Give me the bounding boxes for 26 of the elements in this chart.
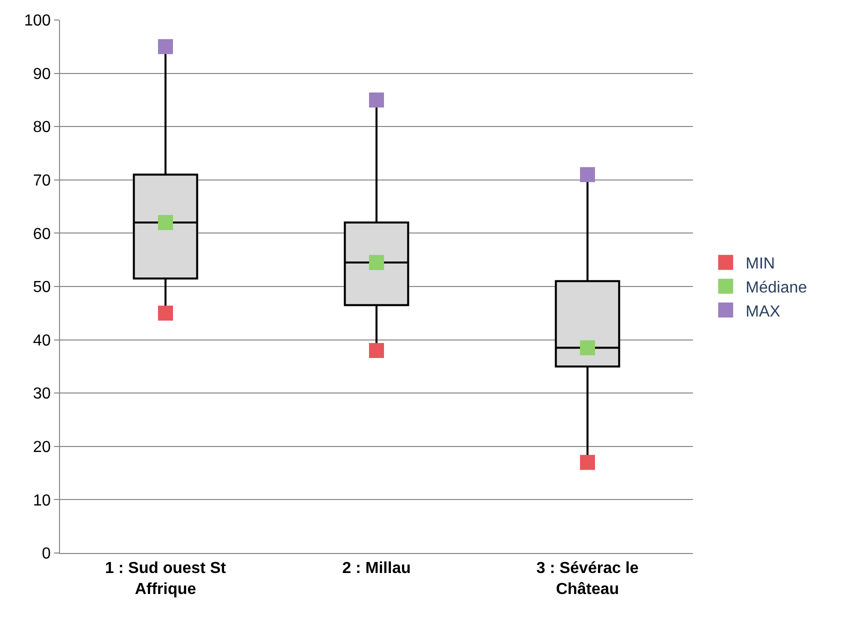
- y-tick-label: 30: [33, 386, 51, 403]
- point: [369, 342, 384, 358]
- y-tick-label: 80: [33, 119, 51, 136]
- y-tick-label: 20: [33, 439, 51, 456]
- y-tick-label: 100: [24, 12, 51, 30]
- point: [580, 454, 595, 470]
- point: [158, 215, 173, 230]
- x-tick-label: 1 : Sud ouest St Affrique: [105, 560, 227, 598]
- point: [369, 92, 384, 108]
- y-tick-label: 40: [33, 332, 51, 350]
- point: [580, 340, 595, 356]
- legend-label: Médiane: [746, 279, 808, 296]
- x-tick-label: 3 : Sévérac le Château: [536, 560, 639, 598]
- legend-label: MIN: [746, 256, 775, 273]
- point: [369, 255, 384, 270]
- x-tick-label: 2 : Millau: [342, 560, 411, 578]
- y-tick-label: 0: [42, 546, 51, 563]
- y-tick-label: 90: [33, 66, 51, 83]
- y-tick-label: 60: [33, 226, 51, 243]
- point: [158, 306, 173, 321]
- point: [158, 39, 173, 54]
- y-tick-label: 50: [33, 279, 51, 296]
- y-tick-label: 70: [33, 172, 51, 190]
- legend-label: MAX: [746, 303, 781, 320]
- y-tick-label: 10: [33, 492, 51, 510]
- point: [580, 167, 595, 182]
